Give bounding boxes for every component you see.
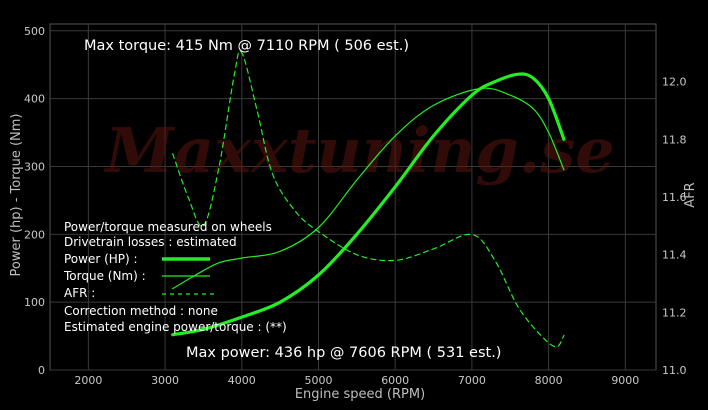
x-tick-label: 8000 [535, 374, 563, 387]
x-tick-label: 7000 [458, 374, 486, 387]
y2-tick-label: 11.4 [662, 249, 687, 262]
x-tick-label: 3000 [151, 374, 179, 387]
legend-estimated: Estimated engine power/torque : (**) [64, 320, 287, 334]
x-tick-label: 5000 [304, 374, 332, 387]
y2-axis-label: AFR [683, 182, 698, 207]
x-tick-label: 6000 [381, 374, 409, 387]
series-line-afr [172, 50, 565, 348]
x-tick-label: 2000 [74, 374, 102, 387]
x-tick-label: 9000 [611, 374, 639, 387]
y-tick-label: 200 [24, 228, 45, 241]
max-power-annotation: Max power: 436 hp @ 7606 RPM ( 531 est.) [186, 345, 501, 361]
y-tick-label: 300 [24, 160, 45, 173]
grid [49, 23, 657, 371]
y-tick-label: 0 [38, 364, 45, 377]
legend-line-measured: Power/torque measured on wheels [64, 220, 272, 234]
legend-power-label: Power (HP) : [64, 252, 138, 266]
y2-tick-label: 11.6 [662, 191, 687, 204]
y-tick-label: 400 [24, 93, 45, 106]
axis-ticks: 2000 3000 4000 5000 6000 7000 8000 9000 0 100 200 3… [24, 25, 687, 387]
x-tick-label: 4000 [228, 374, 256, 387]
y-tick-label: 500 [24, 25, 45, 38]
series-group [171, 50, 566, 348]
y-tick-label: 100 [24, 296, 45, 309]
y2-tick-label: 12.0 [662, 76, 687, 89]
y2-tick-label: 11.0 [662, 364, 687, 377]
watermark-text: Maxxtuning.se [103, 114, 614, 187]
legend-line-losses: Drivetrain losses : estimated [64, 235, 237, 249]
legend-correction: Correction method : none [64, 304, 218, 318]
x-axis-label: Engine speed (RPM) [295, 387, 425, 402]
max-torque-annotation: Max torque: 415 Nm @ 7110 RPM ( 506 est.… [84, 38, 409, 54]
series-line-power-hp [171, 72, 566, 337]
legend: Power/torque measured on wheels Drivetra… [63, 220, 287, 334]
y2-tick-label: 11.8 [662, 133, 687, 146]
legend-torque-label: Torque (Nm) : [63, 269, 146, 283]
legend-afr-label: AFR : [64, 286, 95, 300]
y-axis-label: Power (hp) - Torque (Nm) [9, 114, 24, 277]
y2-tick-label: 11.2 [662, 306, 687, 319]
series-line-torque-nm [172, 87, 565, 290]
